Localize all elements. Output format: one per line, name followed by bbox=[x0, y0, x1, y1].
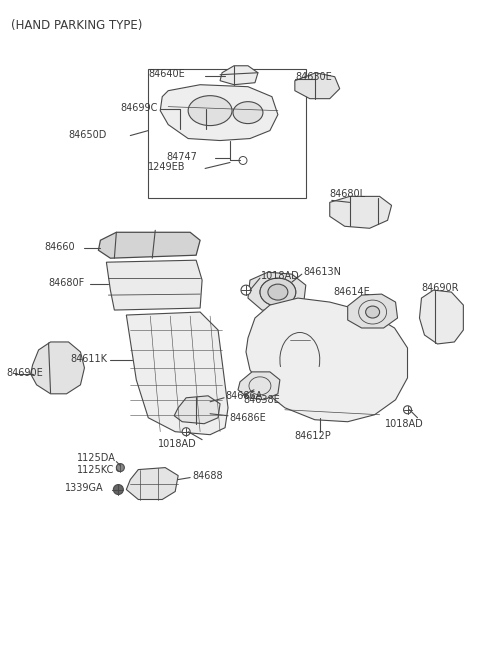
Text: 84690R: 84690R bbox=[421, 283, 459, 293]
Polygon shape bbox=[330, 196, 392, 229]
Text: 84690E: 84690E bbox=[7, 368, 43, 378]
Text: 84680F: 84680F bbox=[48, 278, 85, 288]
Text: 84640E: 84640E bbox=[148, 69, 185, 79]
Text: 84686A: 84686A bbox=[225, 391, 262, 401]
Text: 84612P: 84612P bbox=[295, 431, 332, 441]
Polygon shape bbox=[348, 294, 397, 328]
Ellipse shape bbox=[188, 96, 232, 126]
Ellipse shape bbox=[241, 285, 251, 295]
Polygon shape bbox=[420, 290, 463, 344]
Polygon shape bbox=[220, 66, 258, 84]
Polygon shape bbox=[295, 73, 340, 99]
Text: 84614E: 84614E bbox=[334, 287, 371, 297]
Text: 1339GA: 1339GA bbox=[64, 483, 103, 493]
Text: 1018AD: 1018AD bbox=[384, 419, 423, 429]
Bar bbox=[148, 69, 306, 198]
Text: 84611K: 84611K bbox=[71, 354, 108, 364]
Text: 84688: 84688 bbox=[192, 470, 223, 481]
Polygon shape bbox=[31, 342, 84, 394]
Text: 1125DA: 1125DA bbox=[76, 453, 115, 462]
Polygon shape bbox=[238, 372, 280, 400]
Ellipse shape bbox=[233, 102, 263, 124]
Text: 1125KC: 1125KC bbox=[76, 464, 114, 475]
Ellipse shape bbox=[404, 406, 411, 414]
Text: 84686E: 84686E bbox=[229, 413, 266, 422]
Ellipse shape bbox=[260, 278, 296, 306]
Ellipse shape bbox=[180, 100, 206, 118]
Text: 84638E: 84638E bbox=[243, 395, 280, 405]
Text: 1018AD: 1018AD bbox=[261, 271, 300, 281]
Polygon shape bbox=[246, 298, 408, 422]
Ellipse shape bbox=[182, 428, 190, 436]
Ellipse shape bbox=[116, 464, 124, 472]
Text: 84747: 84747 bbox=[166, 153, 197, 162]
Ellipse shape bbox=[268, 284, 288, 300]
Polygon shape bbox=[174, 396, 220, 424]
Text: (HAND PARKING TYPE): (HAND PARKING TYPE) bbox=[11, 19, 142, 32]
Polygon shape bbox=[248, 272, 306, 312]
Ellipse shape bbox=[239, 157, 247, 164]
Ellipse shape bbox=[113, 485, 123, 495]
Text: 84650D: 84650D bbox=[69, 130, 107, 140]
Polygon shape bbox=[160, 84, 278, 141]
Text: 84699C: 84699C bbox=[120, 103, 158, 113]
Text: 1018AD: 1018AD bbox=[158, 439, 197, 449]
Ellipse shape bbox=[366, 306, 380, 318]
Text: 1249EB: 1249EB bbox=[148, 162, 186, 172]
Text: 84660: 84660 bbox=[45, 242, 75, 252]
Polygon shape bbox=[107, 260, 202, 310]
Text: 84613N: 84613N bbox=[304, 267, 342, 277]
Polygon shape bbox=[126, 312, 228, 435]
Polygon shape bbox=[98, 233, 200, 258]
Text: 84630E: 84630E bbox=[296, 72, 333, 82]
Text: 84680L: 84680L bbox=[330, 189, 366, 199]
Polygon shape bbox=[126, 468, 178, 500]
